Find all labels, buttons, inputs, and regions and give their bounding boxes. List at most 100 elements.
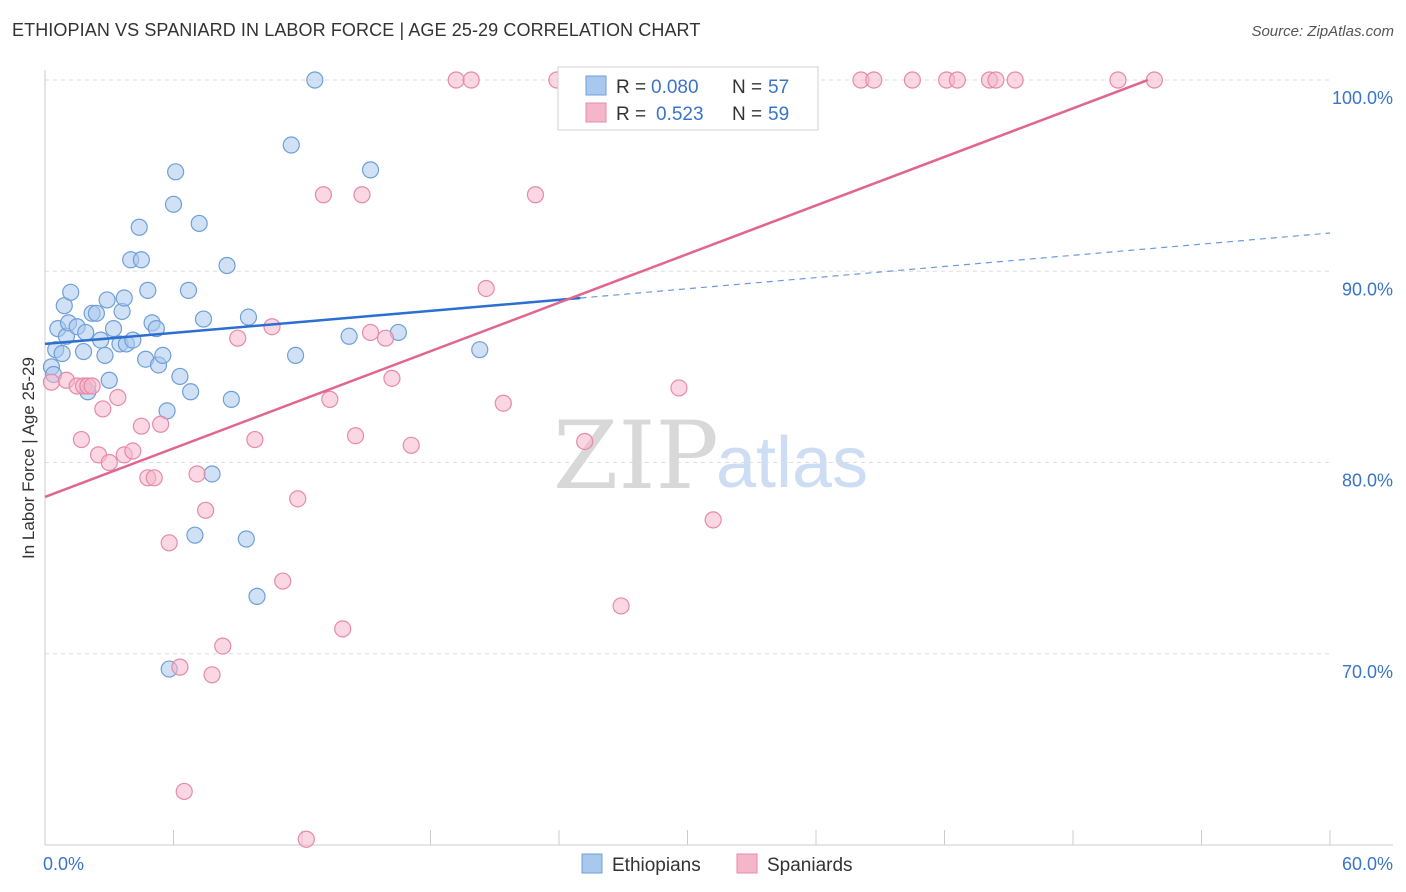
- ethiopians-point-33: [154, 346, 172, 364]
- ethiopians-point-47: [239, 308, 258, 326]
- spaniards-point-43: [526, 186, 545, 204]
- legend-box: R = 0.080 N = 57 R = 0.523 N = 59: [557, 66, 819, 131]
- ethiopians-point-40: [186, 526, 204, 544]
- source-label: Source: ZipAtlas.com: [1251, 23, 1394, 40]
- ethiopians-point-22: [115, 289, 133, 307]
- legend-n-label-1: N =: [732, 77, 762, 98]
- spaniards-point-16: [152, 415, 170, 433]
- chart-title: ETHIOPIAN VS SPANIARD IN LABOR FORCE | A…: [12, 20, 701, 40]
- ethiopians-point-38: [179, 281, 198, 299]
- spaniards-point-41: [477, 279, 495, 298]
- bottom-legend-swatch-spaniards: [736, 853, 758, 874]
- legend-r-value-2: 0.523: [656, 104, 704, 125]
- spaniards-point-50: [865, 71, 883, 89]
- spaniards-point-28: [289, 490, 307, 508]
- spaniards-point-6: [83, 377, 101, 395]
- spaniards-point-34: [353, 186, 371, 204]
- spaniards-point-39: [447, 71, 465, 89]
- spaniards-point-8: [94, 400, 112, 418]
- spaniards-point-58: [1145, 71, 1163, 89]
- watermark-zip: ZIP: [553, 402, 719, 511]
- ethiopians-point-46: [237, 530, 255, 548]
- ethiopians-point-51: [306, 71, 324, 89]
- bottom-legend: Ethiopians Spaniards: [581, 853, 853, 876]
- ethiopians-point-31: [147, 320, 165, 338]
- spaniards-point-25: [246, 430, 264, 449]
- spaniards-point-57: [1109, 71, 1127, 89]
- ethiopians-point-10: [74, 342, 93, 361]
- ethiopians-point-17: [98, 291, 116, 309]
- ethiopians-point-42: [194, 310, 213, 328]
- ethiopians-point-8: [62, 283, 80, 301]
- ethiopians-point-36: [167, 163, 185, 181]
- spaniards-point-10: [109, 388, 127, 407]
- legend-n-label-2: N =: [732, 104, 762, 125]
- y-tick-label-2: 80.0%: [1342, 471, 1393, 491]
- spaniards-point-31: [321, 390, 339, 408]
- spaniards-point-55: [987, 71, 1005, 89]
- spaniards-point-36: [376, 329, 395, 347]
- spaniards-point-9: [100, 453, 118, 472]
- spaniards-point-40: [462, 71, 480, 89]
- spaniards-point-13: [132, 417, 150, 435]
- ethiopians-point-4: [53, 344, 71, 363]
- ethiopians-point-44: [218, 256, 236, 275]
- ethiopians-point-48: [248, 587, 266, 605]
- spaniards-point-35: [361, 323, 380, 342]
- watermark: ZIP atlas: [553, 402, 868, 511]
- legend-n-value-1: 57: [768, 77, 789, 98]
- ethiopians-point-27: [132, 251, 150, 269]
- bottom-legend-spaniards: Spaniards: [767, 855, 853, 876]
- spaniards-point-30: [314, 186, 333, 204]
- x-tick-label-0: 0.0%: [43, 854, 84, 874]
- bottom-legend-ethiopians: Ethiopians: [612, 855, 701, 876]
- spaniards-point-53: [948, 71, 966, 89]
- ethiopians-point-35: [164, 195, 183, 213]
- ethiopians-point-41: [190, 214, 208, 233]
- x-tick-label-1: 60.0%: [1342, 854, 1393, 874]
- spaniards-point-15: [145, 469, 163, 487]
- spaniards-trend-line: [44, 78, 1149, 499]
- ethiopians-point-49: [282, 136, 300, 154]
- ethiopians-points: [42, 71, 489, 678]
- x-tick-labels: 0.0% 60.0%: [43, 854, 1393, 874]
- spaniards-point-42: [494, 394, 512, 412]
- ethiopians-point-29: [139, 281, 157, 299]
- trend-lines: [44, 78, 1331, 499]
- legend-swatch-ethiopians: [585, 75, 607, 96]
- legend-r-label-2: R =: [616, 104, 646, 125]
- ethiopians-trend-dashed: [580, 232, 1331, 299]
- spaniards-point-12: [124, 442, 142, 460]
- ethiopians-trend-line: [44, 296, 581, 346]
- y-axis-title: In Labor Force | Age 25-29: [19, 357, 38, 559]
- ethiopians-point-52: [340, 327, 358, 345]
- spaniards-point-56: [1006, 71, 1024, 89]
- ethiopians-point-53: [361, 161, 380, 179]
- spaniards-point-20: [188, 465, 206, 483]
- spaniards-point-18: [171, 658, 189, 676]
- spaniards-point-32: [334, 620, 352, 638]
- ethiopians-point-37: [171, 367, 189, 386]
- legend-swatch-spaniards: [585, 102, 607, 123]
- ethiopians-point-14: [87, 304, 106, 322]
- spaniards-point-19: [175, 782, 193, 801]
- y-tick-label-1: 90.0%: [1342, 279, 1393, 299]
- legend-r-value-1: 0.080: [651, 77, 699, 98]
- ethiopians-point-55: [471, 341, 489, 359]
- spaniards-point-33: [346, 427, 365, 445]
- spaniards-point-21: [197, 501, 215, 519]
- spaniards-point-3: [72, 430, 91, 449]
- spaniards-point-22: [203, 666, 221, 684]
- spaniards-point-37: [383, 369, 401, 387]
- grid-lines: [45, 79, 1330, 655]
- ethiopians-point-43: [203, 465, 221, 483]
- y-tick-label-0: 100.0%: [1332, 88, 1393, 108]
- spaniards-point-45: [576, 432, 594, 451]
- spaniards-point-51: [903, 71, 921, 89]
- legend-r-label-1: R =: [616, 77, 646, 98]
- spaniards-point-47: [670, 379, 688, 397]
- ethiopians-point-45: [222, 390, 240, 408]
- ethiopians-point-18: [100, 371, 118, 389]
- spaniards-point-0: [42, 373, 61, 391]
